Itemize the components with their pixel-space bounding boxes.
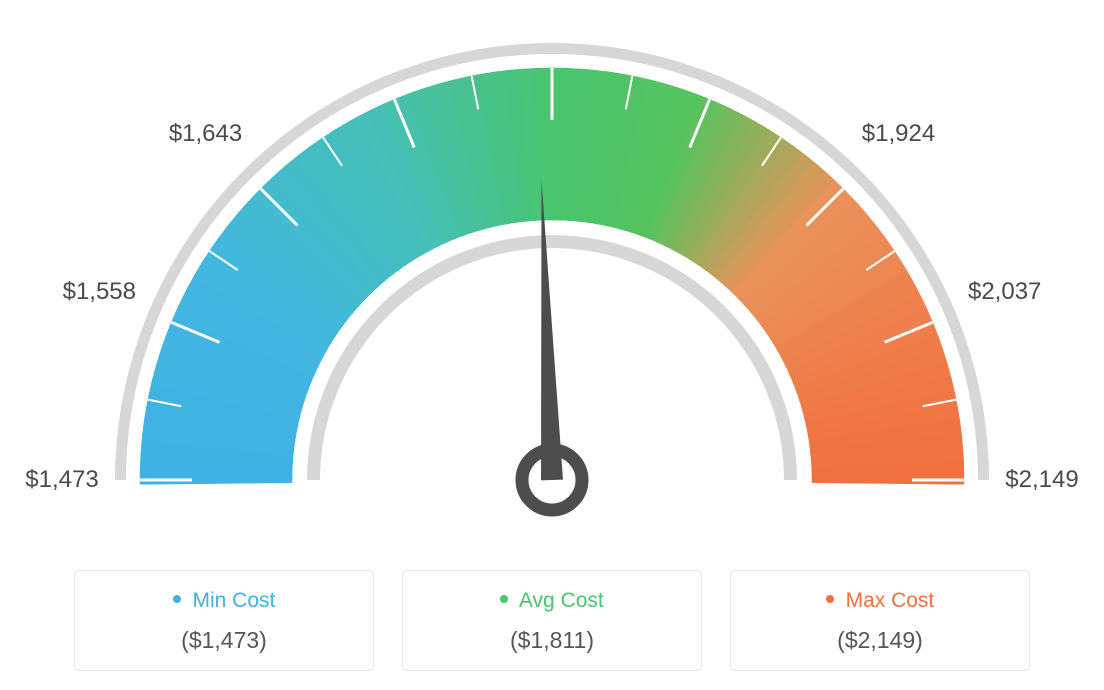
legend-value-min: ($1,473) (85, 627, 363, 654)
gauge-tick-label: $1,643 (169, 120, 242, 148)
legend-card-max: Max Cost ($2,149) (730, 570, 1030, 671)
gauge-tick-label: $2,149 (1005, 466, 1078, 494)
gauge-tick-label: $1,473 (25, 466, 98, 494)
legend-value-max: ($2,149) (741, 627, 1019, 654)
gauge-tick-label: $1,811 (516, 0, 588, 4)
gauge-container: $1,473 $1,558 $1,643 $1,811 $1,924 $2,037 $2,1… (0, 0, 1104, 560)
gauge-tick-label: $2,037 (968, 278, 1041, 306)
gauge-chart (0, 0, 1104, 560)
dot-icon (826, 595, 834, 603)
dot-icon (500, 595, 508, 603)
legend-title-min: Min Cost (85, 589, 363, 613)
legend-value-avg: ($1,811) (413, 627, 691, 654)
legend-row: Min Cost ($1,473) Avg Cost ($1,811) Max … (0, 570, 1104, 671)
legend-title-text: Max Cost (846, 589, 935, 612)
legend-title-text: Min Cost (192, 589, 275, 612)
legend-title-text: Avg Cost (519, 589, 604, 612)
legend-title-avg: Avg Cost (413, 589, 691, 613)
gauge-tick-label: $1,558 (63, 278, 136, 306)
dot-icon (173, 595, 181, 603)
legend-title-max: Max Cost (741, 589, 1019, 613)
legend-card-min: Min Cost ($1,473) (74, 570, 374, 671)
legend-card-avg: Avg Cost ($1,811) (402, 570, 702, 671)
gauge-tick-label: $1,924 (862, 120, 935, 148)
